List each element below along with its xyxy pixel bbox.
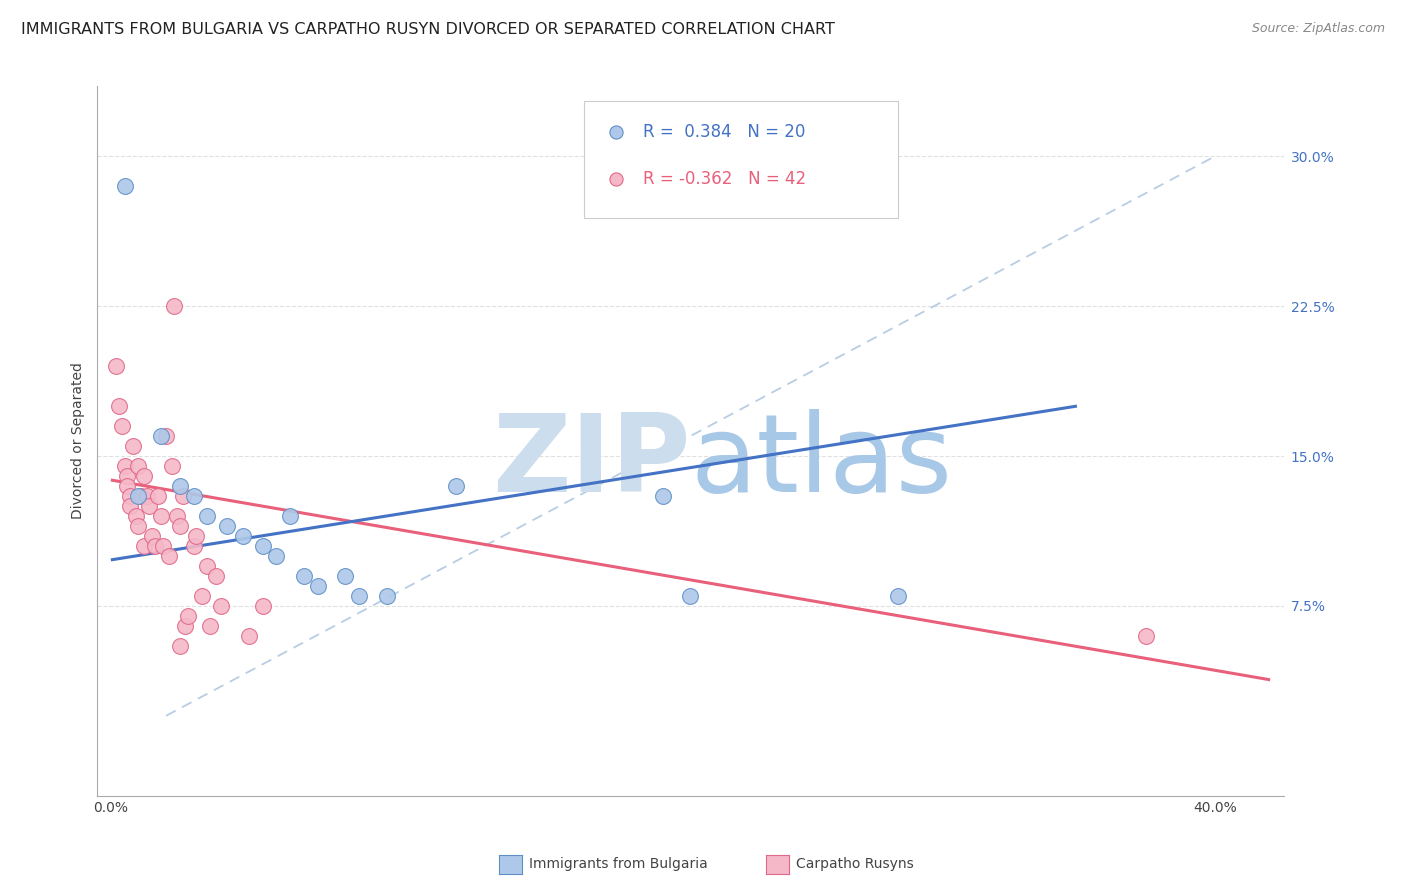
Point (197, 558, 219, 573)
Point (266, 549, 288, 563)
Point (679, 589, 702, 603)
Point (163, 299, 186, 313)
Point (117, 469, 139, 483)
Point (292, 569, 315, 583)
Point (307, 579, 329, 593)
Point (152, 539, 174, 553)
Point (278, 508, 301, 523)
Point (157, 549, 180, 563)
Point (143, 539, 166, 553)
Point (122, 439, 145, 453)
Point (232, 529, 254, 543)
Point (169, 639, 191, 653)
Point (132, 469, 155, 483)
Text: R = -0.362   N = 42: R = -0.362 N = 42 (643, 169, 806, 187)
Point (252, 539, 274, 553)
Point (197, 508, 219, 523)
Point (127, 519, 149, 533)
Point (651, 489, 673, 503)
Point (135, 489, 157, 503)
Point (238, 629, 260, 643)
Point (191, 589, 214, 603)
Text: atlas: atlas (690, 409, 952, 516)
Point (138, 499, 160, 513)
Point (174, 619, 197, 633)
Point (127, 458, 149, 473)
Text: Source: ZipAtlas.com: Source: ZipAtlas.com (1251, 22, 1385, 36)
Point (375, 589, 398, 603)
Text: R =  0.384   N = 20: R = 0.384 N = 20 (643, 123, 806, 142)
Point (444, 479, 467, 493)
Y-axis label: Divorced or Separated: Divorced or Separated (72, 362, 86, 519)
Point (200, 619, 222, 633)
Text: ZIP: ZIP (492, 409, 690, 516)
FancyBboxPatch shape (583, 101, 898, 218)
Point (111, 419, 134, 434)
Point (335, 569, 357, 583)
Point (252, 599, 274, 613)
Point (204, 569, 226, 583)
Point (169, 479, 191, 493)
Text: IMMIGRANTS FROM BULGARIA VS CARPATHO RUSYN DIVORCED OR SEPARATED CORRELATION CHA: IMMIGRANTS FROM BULGARIA VS CARPATHO RUS… (21, 22, 835, 37)
Point (149, 508, 172, 523)
Point (125, 508, 148, 523)
Point (166, 508, 188, 523)
Point (183, 489, 205, 503)
Point (149, 429, 172, 443)
Point (132, 539, 155, 553)
Point (177, 608, 200, 623)
Point (886, 589, 908, 603)
Point (120, 489, 142, 503)
Point (117, 479, 139, 493)
Point (215, 519, 238, 533)
Point (129, 489, 152, 503)
Point (183, 539, 205, 553)
Point (141, 529, 163, 543)
Point (1135, 629, 1157, 643)
Point (172, 489, 194, 503)
Text: Immigrants from Bulgaria: Immigrants from Bulgaria (529, 857, 707, 871)
Point (169, 519, 191, 533)
Point (120, 499, 142, 513)
Point (155, 429, 177, 443)
Point (114, 458, 136, 473)
Point (108, 399, 131, 413)
Point (186, 529, 208, 543)
Point (209, 599, 232, 613)
Point (160, 458, 183, 473)
Point (146, 489, 169, 503)
Point (349, 589, 371, 603)
Point (105, 359, 128, 373)
Point (114, 179, 136, 194)
Text: Carpatho Rusyns: Carpatho Rusyns (796, 857, 914, 871)
Point (127, 489, 149, 503)
